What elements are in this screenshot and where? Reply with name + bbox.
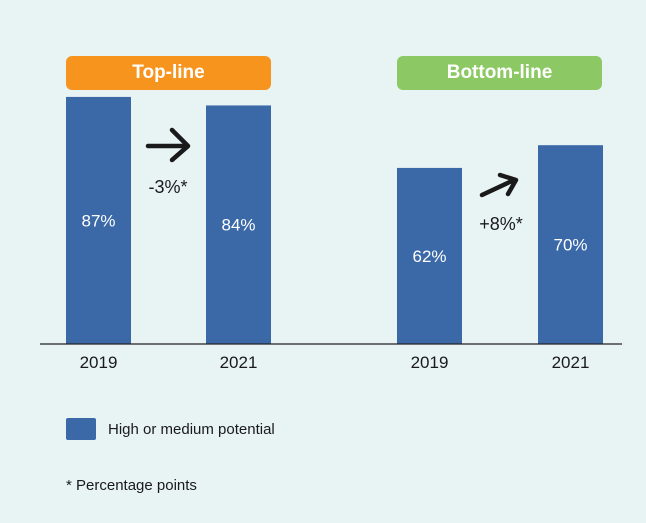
- change-label: +8%*: [479, 214, 523, 234]
- change-arrow-icon: [145, 127, 191, 163]
- bar: [66, 96, 131, 344]
- x-tick-label: 2021: [552, 353, 590, 372]
- legend-swatch: [66, 418, 96, 440]
- bottomline-header-pill: Bottom-line: [397, 56, 602, 90]
- change-arrow-icon: [479, 172, 519, 198]
- bar-value-label: 87%: [81, 211, 115, 230]
- topline-header-pill: Top-line: [66, 56, 271, 90]
- footnote: * Percentage points: [66, 477, 197, 494]
- change-label: -3%*: [148, 177, 187, 197]
- bar: [538, 145, 603, 344]
- bar: [397, 167, 462, 344]
- bar-value-label: 62%: [412, 247, 446, 266]
- bar-value-label: 70%: [553, 236, 587, 255]
- x-tick-label: 2019: [80, 353, 118, 372]
- x-tick-label: 2019: [411, 353, 449, 372]
- x-tick-label: 2021: [220, 353, 258, 372]
- bar-value-label: 84%: [221, 216, 255, 235]
- legend-label: High or medium potential: [108, 421, 275, 438]
- bar: [206, 105, 271, 344]
